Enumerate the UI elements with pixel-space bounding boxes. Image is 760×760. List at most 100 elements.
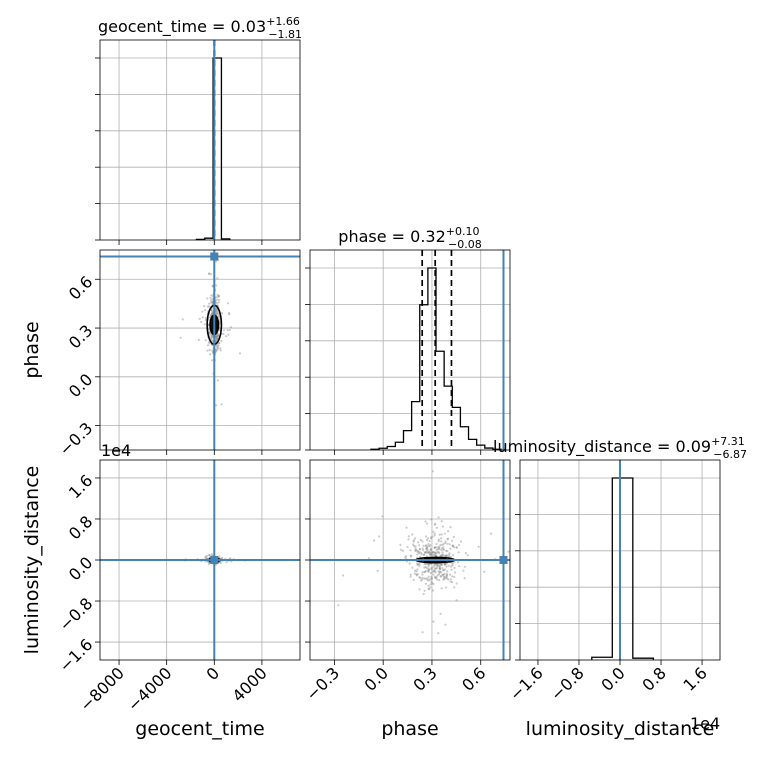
sample-point [440, 554, 443, 557]
sample-point [218, 342, 221, 345]
sample-point [229, 326, 232, 329]
sample-point [458, 565, 461, 568]
sample-point [421, 578, 424, 581]
sample-point [205, 557, 208, 560]
sample-point [440, 548, 443, 552]
sample-point [215, 336, 218, 339]
sample-point [432, 530, 435, 533]
sample-point [414, 537, 417, 540]
axes-frame [99, 39, 301, 241]
sample-point [415, 570, 418, 573]
sample-point [414, 549, 417, 552]
sample-point [220, 339, 223, 343]
sample-point [412, 578, 415, 581]
sample-point [440, 587, 443, 590]
sample-point [452, 535, 455, 539]
sample-point [438, 552, 441, 555]
sample-point [425, 549, 429, 552]
sample-point [433, 523, 436, 526]
xlabel-phase: phase [381, 718, 438, 740]
sample-point [443, 562, 446, 565]
sample-point [229, 557, 232, 560]
sample-point [425, 538, 429, 542]
sample-point [446, 537, 450, 540]
sample-point [429, 548, 432, 551]
sample-point [431, 535, 434, 538]
sample-point [208, 342, 211, 345]
sample-point [218, 316, 221, 319]
sample-point [434, 567, 437, 570]
panel-title-luminosity_distance: luminosity_distance = 0.09+7.31 −6.87 [493, 435, 747, 461]
sample-point [210, 308, 213, 311]
panel-contour-luminosity_distance-vs-geocent_time: −1.6−0.8 0.0 0.8 1.6 −8000−4000 0 4000 [55, 459, 301, 715]
sample-point [425, 555, 428, 558]
sample-point [217, 334, 220, 337]
sample-point [438, 568, 442, 571]
sample-point [441, 525, 444, 528]
sample-point [422, 549, 425, 552]
sample-point [436, 574, 439, 577]
sample-point [456, 561, 460, 564]
panel-hist-luminosity_distance: luminosity_distance = 0.09+7.31 −6.87 −1.6… [493, 435, 747, 704]
sample-point [442, 575, 446, 578]
xlabel-luminosity_distance: luminosity_distance [526, 718, 715, 740]
sample-point [409, 573, 412, 576]
sample-point [452, 554, 455, 557]
sample-point [440, 537, 443, 540]
sample-point [216, 337, 219, 340]
sample-point [438, 572, 441, 576]
sample-point [425, 566, 428, 570]
sample-point [210, 335, 213, 338]
histogram-luminosity_distance [591, 477, 654, 660]
sample-point [446, 542, 449, 545]
sample-point [210, 338, 213, 341]
sample-point [442, 542, 445, 546]
sample-point [436, 578, 439, 581]
sample-point [416, 550, 419, 553]
sample-point [447, 578, 450, 581]
sample-point [430, 567, 433, 570]
sample-point [424, 551, 427, 554]
sample-point [427, 565, 430, 568]
sample-point [443, 572, 446, 575]
sample-point [215, 335, 218, 338]
sample-point [211, 312, 214, 315]
sample-point [440, 575, 443, 578]
sample-point [422, 544, 425, 547]
sample-point [215, 349, 218, 353]
sample-point [450, 581, 454, 584]
sample-point [421, 571, 424, 574]
sample-point [204, 555, 207, 558]
sample-point [449, 526, 452, 529]
sample-point [440, 540, 443, 543]
sample-point [437, 538, 440, 541]
sample-point [215, 309, 218, 312]
sample-point [423, 553, 426, 556]
sample-point [438, 571, 441, 574]
sample-point [215, 296, 218, 299]
sample-point [424, 545, 428, 548]
sample-point [217, 315, 220, 318]
sample-point [451, 545, 454, 548]
grid-hist-geocent_time [100, 40, 300, 240]
sample-point [207, 324, 210, 327]
sample-point [221, 556, 224, 559]
sample-point [426, 577, 429, 580]
sample-point [444, 541, 447, 545]
sample-point [427, 545, 430, 548]
sample-point [443, 568, 447, 571]
sample-point [420, 552, 423, 555]
sample-point [439, 570, 442, 573]
sample-point [416, 563, 419, 566]
sample-point [426, 551, 429, 554]
sample-point [439, 554, 442, 557]
sample-point [435, 542, 438, 546]
sample-point [205, 554, 208, 557]
sample-point [438, 533, 441, 536]
sample-point [204, 318, 207, 322]
sample-point [409, 575, 412, 578]
ytick-label: −1.6 [55, 635, 96, 676]
xlabel-geocent_time: geocent_time [135, 718, 264, 740]
xtick-label: 0 [202, 663, 223, 684]
